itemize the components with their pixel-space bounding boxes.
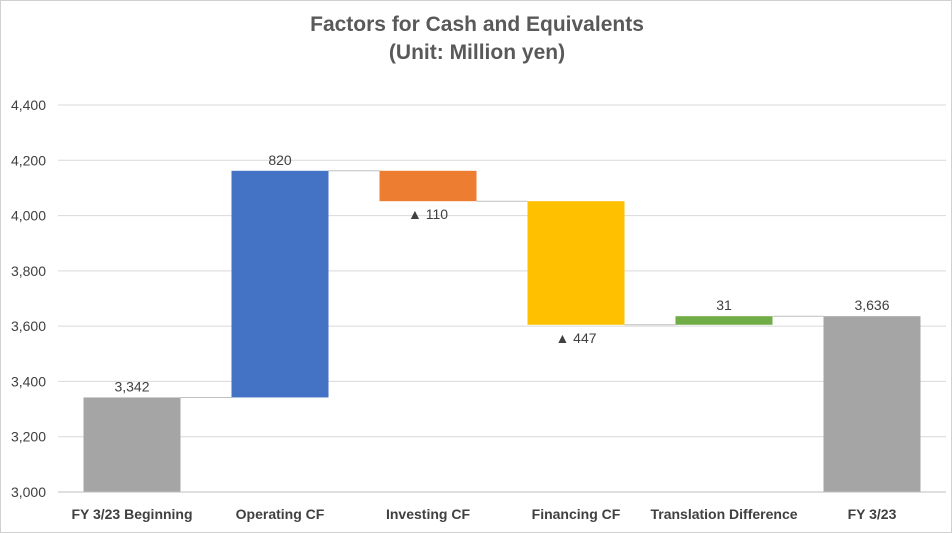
y-tick-label: 4,200 [11,152,46,168]
y-tick-label: 4,400 [11,97,46,113]
y-tick-label: 3,400 [11,373,46,389]
data-label: ▲ 110 [408,206,448,222]
bar [379,170,477,202]
chart-title: Factors for Cash and Equivalents [310,13,644,36]
bar [527,201,625,325]
data-label: ▲ 447 [555,330,596,346]
y-tick-label: 3,000 [11,484,46,500]
category-label: Translation Difference [650,506,797,522]
chart-subtitle: (Unit: Million yen) [388,41,566,64]
data-label: 820 [268,152,292,168]
bar [83,397,181,492]
y-tick-label: 4,000 [11,208,46,224]
bar [823,316,921,492]
category-label: Financing CF [532,506,621,522]
data-label: 3,636 [854,297,889,313]
bar [231,170,329,398]
y-tick-label: 3,600 [11,318,46,334]
category-label: FY 3/23 [848,506,897,522]
y-tick-label: 3,200 [11,429,46,445]
category-label: Operating CF [236,506,325,522]
category-label: Investing CF [386,506,470,522]
data-label: 3,342 [114,378,149,394]
bar [675,316,773,325]
category-label: FY 3/23 Beginning [71,506,192,522]
data-label: 31 [716,297,732,313]
y-tick-label: 3,800 [11,263,46,279]
